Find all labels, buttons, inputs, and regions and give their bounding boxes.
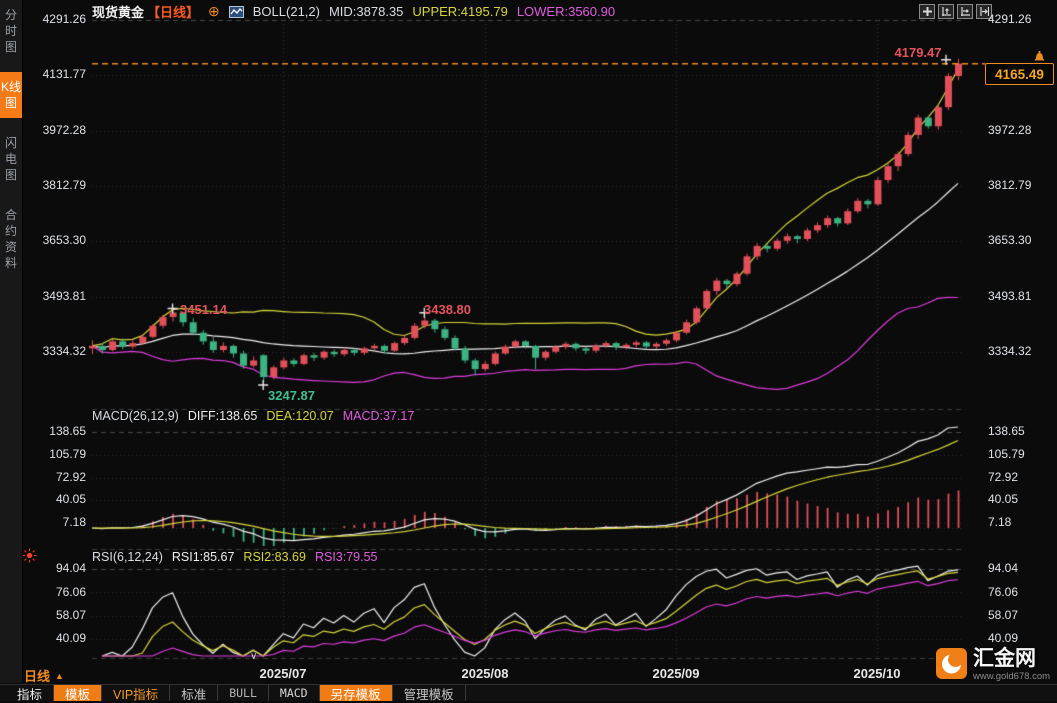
y-axis-expand-icon[interactable] — [938, 4, 954, 19]
price-axis-label: 3334.32 — [988, 344, 1032, 358]
chart-header: 现货黄金 【日线】 ⊕ BOLL(21,2) MID:3878.35 UPPER… — [92, 2, 615, 21]
price-axis-label: 3653.30 — [42, 233, 86, 247]
swing-high-1-label: 3451.14 — [180, 302, 227, 317]
toolbar-item-standard[interactable]: 标准 — [170, 685, 219, 702]
macd-axis-label: 40.05 — [988, 492, 1019, 506]
scroll-to-latest-icon[interactable] — [976, 4, 992, 19]
bottom-toolbar: 指标 模板 VIP指标 标准 BULL MACD 另存模板 管理模板 — [0, 684, 1057, 702]
toolbar-item-save-template[interactable]: 另存模板 — [319, 685, 393, 702]
rsi-axis-label: 40.09 — [55, 631, 86, 645]
sidebar: 分时图 K线图 闪电图 合约资料 — [0, 0, 23, 683]
price-axis-label: 3812.79 — [988, 178, 1032, 192]
macd-macd-value: MACD:37.17 — [342, 409, 415, 423]
macd-axis-label: 72.92 — [988, 470, 1019, 484]
macd-dea-value: DEA:120.07 — [266, 409, 334, 423]
panel-collapse-chevron[interactable]: ∨ — [250, 651, 258, 662]
rsi-axis-label: 94.04 — [988, 561, 1019, 575]
rsi-axis-label: 76.06 — [988, 585, 1019, 599]
boll-indicator-label: BOLL(21,2) — [252, 4, 320, 19]
add-indicator-icon[interactable]: ⊕ — [208, 3, 220, 19]
macd-panel-header: MACD(26,12,9) DIFF:138.65 DEA:120.07 MAC… — [92, 409, 414, 423]
macd-axis-label: 138.65 — [988, 424, 1025, 438]
site-name: 汇金网 — [973, 647, 1036, 670]
swing-low-label: 3247.87 — [268, 388, 315, 403]
sidebar-item-contract-info[interactable]: 合约资料 — [4, 208, 17, 270]
crosshair-icon[interactable] — [919, 4, 935, 19]
macd-axis-label: 40.05 — [55, 492, 86, 506]
chart-toolbar-icons — [919, 4, 992, 19]
current-price-box: 4165.49 — [985, 63, 1054, 85]
macd-axis-label: 7.18 — [988, 515, 1012, 529]
period-label: 日线 — [24, 669, 51, 684]
price-axis-label: 4291.26 — [42, 12, 86, 26]
period-up-arrow-icon: ▲ — [55, 670, 64, 681]
sidebar-item-kline-chart[interactable]: K线图 — [0, 72, 22, 118]
rsi-axis-label: 58.07 — [988, 608, 1019, 622]
toolbar-item-template[interactable]: 模板 — [54, 685, 103, 702]
current-price-value: 4165.49 — [995, 66, 1044, 82]
macd-axis-label: 7.18 — [62, 515, 86, 529]
x-axis-month-label: 2025/07 — [259, 666, 307, 681]
rsi-panel-header: RSI(6,12,24) RSI1:85.67 RSI2:83.69 RSI3:… — [92, 550, 378, 564]
x-axis-month-label: 2025/08 — [461, 666, 509, 681]
x-axis-month-label: 2025/09 — [652, 666, 700, 681]
macd-axis-label: 138.65 — [49, 424, 86, 438]
rsi2-value: RSI2:83.69 — [243, 550, 306, 564]
price-axis-label: 3812.79 — [42, 178, 86, 192]
site-watermark: 汇金网 www.gold678.com — [936, 648, 1050, 684]
macd-diff-value: DIFF:138.65 — [187, 409, 258, 423]
price-axis-label: 3493.81 — [988, 289, 1032, 303]
rsi-axis-label: 40.09 — [988, 631, 1019, 645]
toolbar-item-indicator[interactable]: 指标 — [6, 685, 55, 702]
rsi-axis-label: 58.07 — [55, 608, 86, 622]
toolbar-item-bull[interactable]: BULL — [218, 685, 269, 701]
x-axis-month-label: 2025/10 — [853, 666, 901, 681]
sidebar-item-lightning-chart[interactable]: 闪电图 — [4, 136, 17, 182]
rsi-axis-label: 76.06 — [55, 585, 86, 599]
rsi-indicator-label: RSI(6,12,24) — [92, 550, 163, 564]
price-axis-label: 3493.81 — [42, 289, 86, 303]
price-alert-bell-icon[interactable] — [1033, 49, 1046, 67]
live-alert-indicator-icon — [22, 548, 37, 568]
x-axis-expand-icon[interactable] — [957, 4, 973, 19]
period-tag: 【日线】 — [147, 5, 200, 20]
macd-axis-label: 105.79 — [49, 447, 86, 461]
macd-axis-label: 72.92 — [55, 470, 86, 484]
site-logo-icon — [936, 648, 967, 684]
rsi1-value: RSI1:85.67 — [171, 550, 235, 564]
price-axis-label: 3972.28 — [988, 123, 1032, 137]
site-url: www.gold678.com — [973, 671, 1051, 682]
sidebar-item-timeline-chart[interactable]: 分时图 — [4, 8, 17, 54]
rsi3-value: RSI3:79.55 — [314, 550, 378, 564]
price-axis-label: 4291.26 — [988, 12, 1032, 26]
macd-axis-label: 105.79 — [988, 447, 1025, 461]
toolbar-item-vip-indicator[interactable]: VIP指标 — [102, 685, 171, 702]
toolbar-item-manage-template[interactable]: 管理模板 — [393, 685, 466, 702]
peak-price-label: 4179.47 — [894, 45, 942, 60]
toolbar-item-macd[interactable]: MACD — [269, 685, 320, 701]
price-axis-label: 3334.32 — [42, 344, 86, 358]
rsi-axis-label: 94.04 — [55, 561, 86, 575]
price-axis-label: 3653.30 — [988, 233, 1032, 247]
period-selector[interactable]: 日线 ▲ — [24, 666, 64, 685]
swing-high-2-label: 3438.80 — [424, 302, 471, 317]
boll-mid-value: MID:3878.35 — [328, 4, 404, 19]
price-axis-label: 3972.28 — [42, 123, 86, 137]
macd-indicator-label: MACD(26,12,9) — [92, 409, 179, 423]
price-axis-label: 4131.77 — [42, 67, 86, 81]
boll-lower-value: LOWER:3560.90 — [516, 4, 616, 19]
boll-upper-value: UPPER:4195.79 — [412, 4, 508, 19]
indicator-chart-icon — [228, 5, 244, 18]
symbol-name: 现货黄金 — [92, 5, 145, 20]
